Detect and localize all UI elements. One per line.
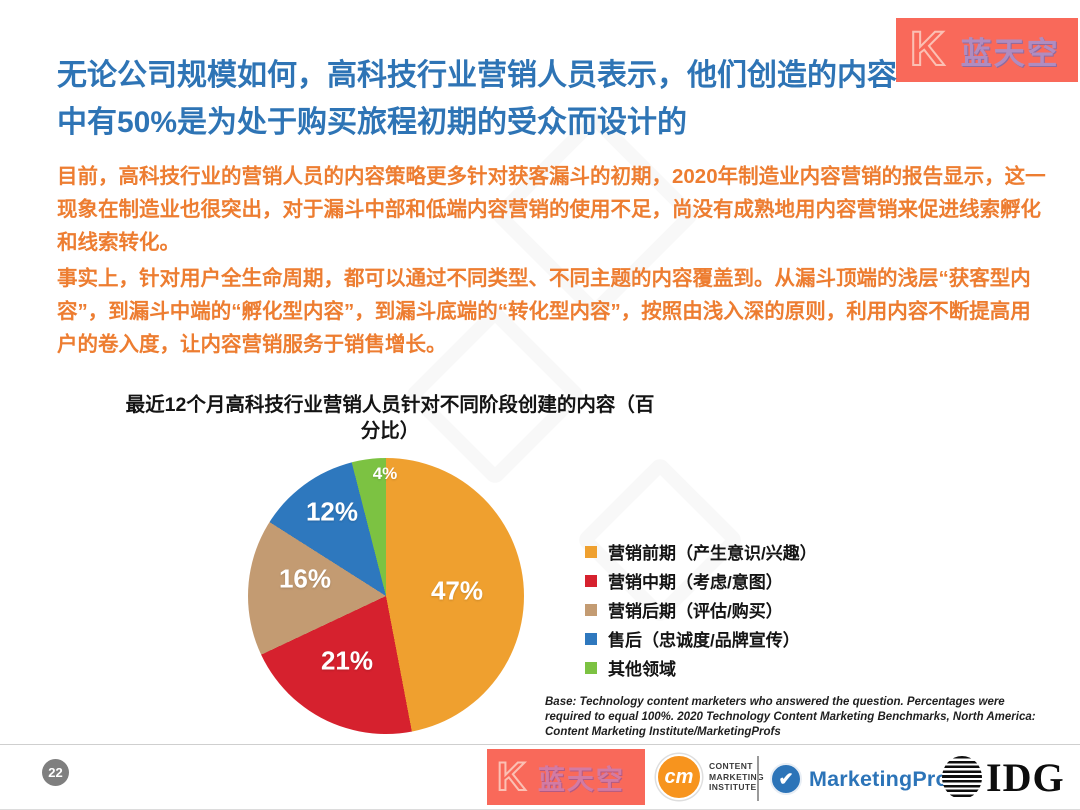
body-paragraph-1: 目前，高科技行业的营销人员的内容策略更多针对获客漏斗的初期，2020年制造业内容… — [57, 165, 1046, 254]
legend-item: 其他领域 — [585, 653, 817, 682]
page-number-badge: 22 — [42, 759, 69, 786]
legend-marker — [585, 574, 597, 587]
chart-legend: 营销前期（产生意识/兴趣） 营销中期（考虑/意图） 营销后期（评估/购买） 售后… — [585, 537, 817, 682]
pie-slice-label: 21% — [320, 645, 374, 676]
idg-text: IDG — [986, 754, 1065, 800]
legend-marker — [585, 603, 597, 616]
pie-slice-label: 16% — [278, 563, 332, 594]
logo-divider — [757, 756, 759, 801]
brand-name-text: 蓝天空 — [537, 764, 625, 795]
marketingprofs-text: MarketingProfs — [809, 766, 969, 791]
marketingprofs-icon: ✔ — [770, 763, 802, 795]
cmi-line1: CONTENT — [709, 761, 753, 772]
k-logo-icon: K — [496, 755, 527, 799]
idg-globe-icon — [942, 756, 982, 799]
legend-label: 售后（忠诚度/品牌宣传） — [608, 631, 800, 650]
legend-label: 其他领域 — [608, 660, 676, 679]
brand-name-text: 蓝天空 — [960, 35, 1060, 71]
legend-marker — [585, 545, 597, 558]
legend-label: 营销前期（产生意识/兴趣） — [608, 544, 817, 563]
legend-label: 营销后期（评估/购买） — [608, 602, 783, 621]
cmi-line2: MARKETING — [709, 771, 765, 782]
legend-item: 营销中期（考虑/意图） — [585, 566, 817, 595]
legend-marker — [585, 661, 597, 674]
body-paragraph-2: 事实上，针对用户全生命周期，都可以通过不同类型、不同主题的内容覆盖到。从漏斗顶端… — [57, 267, 1031, 356]
chart-title: 最近12个月高科技行业营销人员针对不同阶段创建的内容（百分比） — [125, 394, 655, 442]
pie-chart: 47% 21% 16% 12% 4% — [248, 458, 524, 734]
brand-badge-top: K 蓝天空 — [896, 18, 1078, 82]
k-logo-icon: K — [909, 23, 946, 76]
cmi-icon: cm — [656, 754, 702, 800]
brand-badge-footer: K 蓝天空 — [487, 749, 645, 805]
idg-logo: IDG — [942, 756, 1065, 799]
pie-slice-label: 12% — [305, 496, 359, 527]
pie-slice-label: 4% — [372, 464, 398, 483]
marketingprofs-logo: ✔ MarketingProfs — [770, 763, 968, 795]
legend-item: 售后（忠诚度/品牌宣传） — [585, 624, 817, 653]
pie-slice-label: 47% — [430, 575, 484, 606]
cmi-line3: INSTITUTE — [709, 782, 757, 793]
legend-item: 营销前期（产生意识/兴趣） — [585, 537, 817, 566]
cmi-logo-text: CONTENT MARKETING INSTITUTE — [709, 761, 764, 793]
chart-footnote: Base: Technology content marketers who a… — [545, 696, 1036, 738]
cmi-logo: cm CONTENT MARKETING INSTITUTE — [656, 754, 764, 800]
footer-divider — [0, 744, 1080, 745]
page-title: 无论公司规模如何，高科技行业营销人员表示，他们创造的内容中有50%是为处于购买旅… — [57, 59, 897, 139]
legend-marker — [585, 632, 597, 645]
legend-item: 营销后期（评估/购买） — [585, 595, 817, 624]
legend-label: 营销中期（考虑/意图） — [608, 573, 783, 592]
